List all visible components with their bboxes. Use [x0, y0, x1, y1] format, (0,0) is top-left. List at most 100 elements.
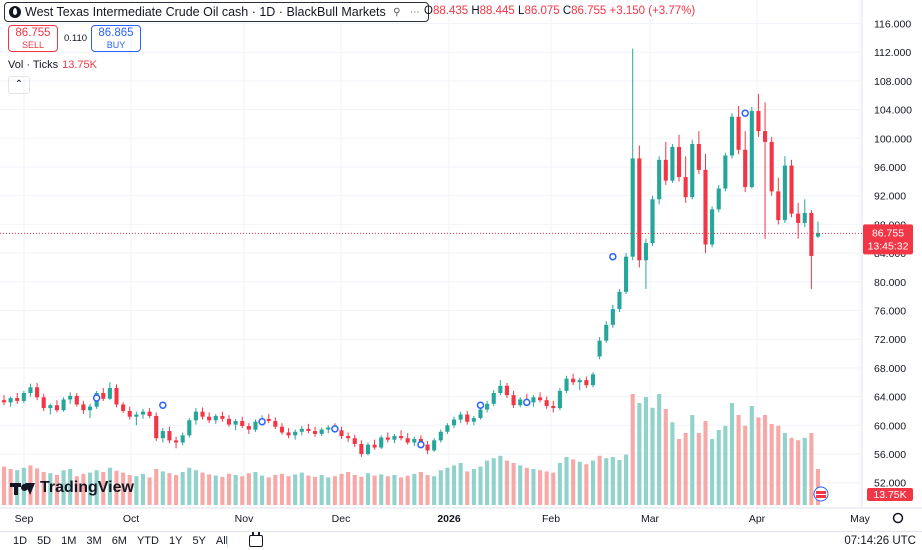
volume-bar — [140, 473, 146, 505]
volume-bar — [504, 460, 510, 505]
candle-body — [399, 436, 404, 439]
event-marker-icon[interactable] — [741, 109, 749, 117]
candle-body — [213, 415, 218, 421]
candle-body — [114, 387, 119, 405]
candle-body — [471, 418, 476, 422]
candle-body — [551, 405, 556, 409]
brand-name: TradingView — [40, 479, 134, 496]
candle-body — [776, 191, 781, 221]
more-icon[interactable]: ⋯ — [409, 6, 420, 18]
range-selector: 1D 5D 1M 3M 6M YTD 1Y 5Y All — [0, 535, 233, 547]
range-1m[interactable]: 1M — [61, 535, 77, 547]
candle-body — [769, 141, 774, 192]
event-marker-icon[interactable] — [523, 398, 531, 407]
price-tick-label: 112.000 — [874, 47, 911, 59]
event-marker-icon[interactable] — [331, 425, 339, 433]
volume-bar — [769, 424, 774, 505]
candle-body — [127, 410, 132, 417]
volume-bar — [240, 476, 245, 505]
volume-indicator-label[interactable]: Vol · Ticks 13.75K — [8, 59, 97, 71]
candle-body — [571, 378, 576, 383]
volume-bar — [299, 472, 304, 505]
range-ytd[interactable]: YTD — [136, 535, 159, 547]
range-1y[interactable]: 1Y — [168, 535, 183, 547]
volume-bar — [160, 471, 165, 505]
buy-button[interactable]: 86.865 BUY — [91, 25, 141, 52]
price-tick-label: 100.000 — [874, 133, 912, 145]
sell-button[interactable]: 86.755 SELL — [8, 25, 58, 52]
utc-clock[interactable]: 07:14:26 UTC — [844, 535, 916, 547]
time-tick-label: Dec — [332, 513, 351, 525]
volume-bar — [624, 454, 629, 505]
range-all[interactable]: All — [215, 535, 229, 547]
event-marker-icon[interactable] — [258, 417, 266, 426]
candle-body — [478, 409, 483, 419]
candle-body — [326, 427, 331, 430]
volume-bar — [531, 469, 536, 505]
range-1d[interactable]: 1D — [13, 535, 28, 547]
calendar-icon[interactable] — [249, 532, 264, 547]
candle-body — [485, 403, 490, 410]
volume-bar — [710, 439, 715, 505]
collapse-chevron-icon[interactable]: ⌃ — [8, 76, 30, 94]
candle-body — [35, 387, 40, 398]
symbol-header[interactable]: West Texas Intermediate Crude Oil cash ·… — [4, 2, 429, 22]
event-marker-icon[interactable] — [159, 401, 167, 409]
price-tick-label: 92.000 — [874, 191, 906, 203]
candle-body — [28, 387, 33, 394]
candle-body — [200, 411, 205, 417]
candle-body — [174, 440, 179, 443]
candle-body — [299, 428, 304, 432]
volume-bar — [200, 472, 205, 505]
candle-body — [187, 420, 192, 436]
candle-body — [8, 398, 13, 403]
volume-bar — [577, 461, 582, 505]
time-tick-label: Mar — [641, 513, 660, 525]
candle-body — [359, 443, 364, 454]
candle-body — [246, 426, 251, 430]
candle-body — [491, 393, 496, 404]
symbol-title[interactable]: West Texas Intermediate Crude Oil cash ·… — [25, 5, 386, 19]
volume-bar — [180, 472, 185, 505]
time-axis[interactable]: Sep Oct Nov Dec 2026 Feb Mar Apr May — [0, 507, 922, 525]
volume-bar — [789, 437, 794, 505]
candle-body — [15, 398, 20, 401]
price-tick-label: 52.000 — [874, 478, 906, 490]
candle-body — [220, 415, 225, 419]
range-5d[interactable]: 5D — [37, 535, 52, 547]
event-marker-icon[interactable] — [92, 394, 101, 402]
volume-bar — [763, 415, 768, 505]
volume-bar — [743, 425, 748, 505]
event-marker-icon[interactable] — [609, 252, 617, 261]
volume-bar — [81, 473, 86, 505]
event-marker-icon[interactable] — [417, 440, 425, 449]
candle-body — [584, 380, 589, 386]
time-tick-label: Apr — [749, 513, 766, 525]
event-marker-icon[interactable] — [476, 401, 485, 409]
volume-bar — [121, 472, 126, 505]
volume-bar — [312, 476, 318, 505]
volume-bar — [551, 472, 556, 505]
ohlc-readout: O88.435 H88.445 L86.075 C86.755 +3.150 (… — [424, 5, 696, 17]
volume-bar — [87, 472, 93, 505]
search-icon[interactable]: ⚲ — [393, 6, 401, 18]
candle-body — [537, 397, 543, 401]
volume-bar — [696, 433, 701, 505]
candle-body — [273, 420, 278, 427]
range-5y[interactable]: 5Y — [192, 535, 206, 547]
bottom-toolbar: 1D 5D 1M 3M 6M YTD 1Y 5Y All 07:14:26 UTC — [0, 531, 922, 550]
volume-bar — [445, 467, 450, 505]
candle-body — [577, 380, 582, 383]
candle-body — [763, 131, 768, 142]
countdown-label: 13:45:32 — [868, 240, 909, 252]
tradingview-logo[interactable]: TradingView — [10, 479, 134, 497]
event-markers[interactable] — [92, 109, 749, 449]
candle-body — [723, 155, 728, 189]
volume-bar — [61, 470, 66, 505]
candle-body — [756, 111, 761, 132]
range-6m[interactable]: 6M — [111, 535, 127, 547]
volume-bar — [438, 470, 443, 505]
range-3m[interactable]: 3M — [86, 535, 102, 547]
settings-gear-icon[interactable] — [892, 512, 904, 524]
